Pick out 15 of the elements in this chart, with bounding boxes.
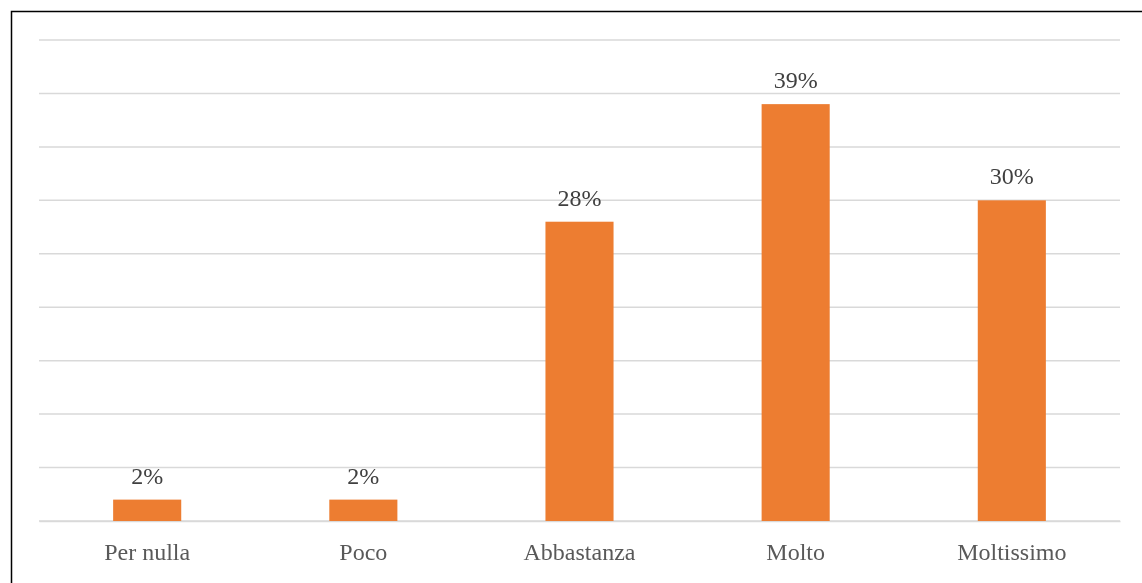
data-label: 2% — [347, 462, 380, 489]
x-tick-label: Abbastanza — [523, 539, 636, 566]
bar — [545, 221, 614, 521]
data-label: 28% — [557, 184, 602, 211]
bar — [761, 104, 830, 521]
x-tick-label: Per nulla — [104, 539, 191, 566]
data-label: 2% — [131, 462, 164, 489]
x-tick-label: Poco — [339, 539, 388, 566]
bar — [113, 499, 182, 521]
data-label: 39% — [773, 67, 818, 94]
bar — [977, 200, 1046, 521]
x-tick-label: Moltissimo — [957, 539, 1067, 566]
data-label: 30% — [989, 163, 1034, 190]
x-tick-label: Molto — [766, 539, 825, 566]
bar — [329, 499, 398, 521]
